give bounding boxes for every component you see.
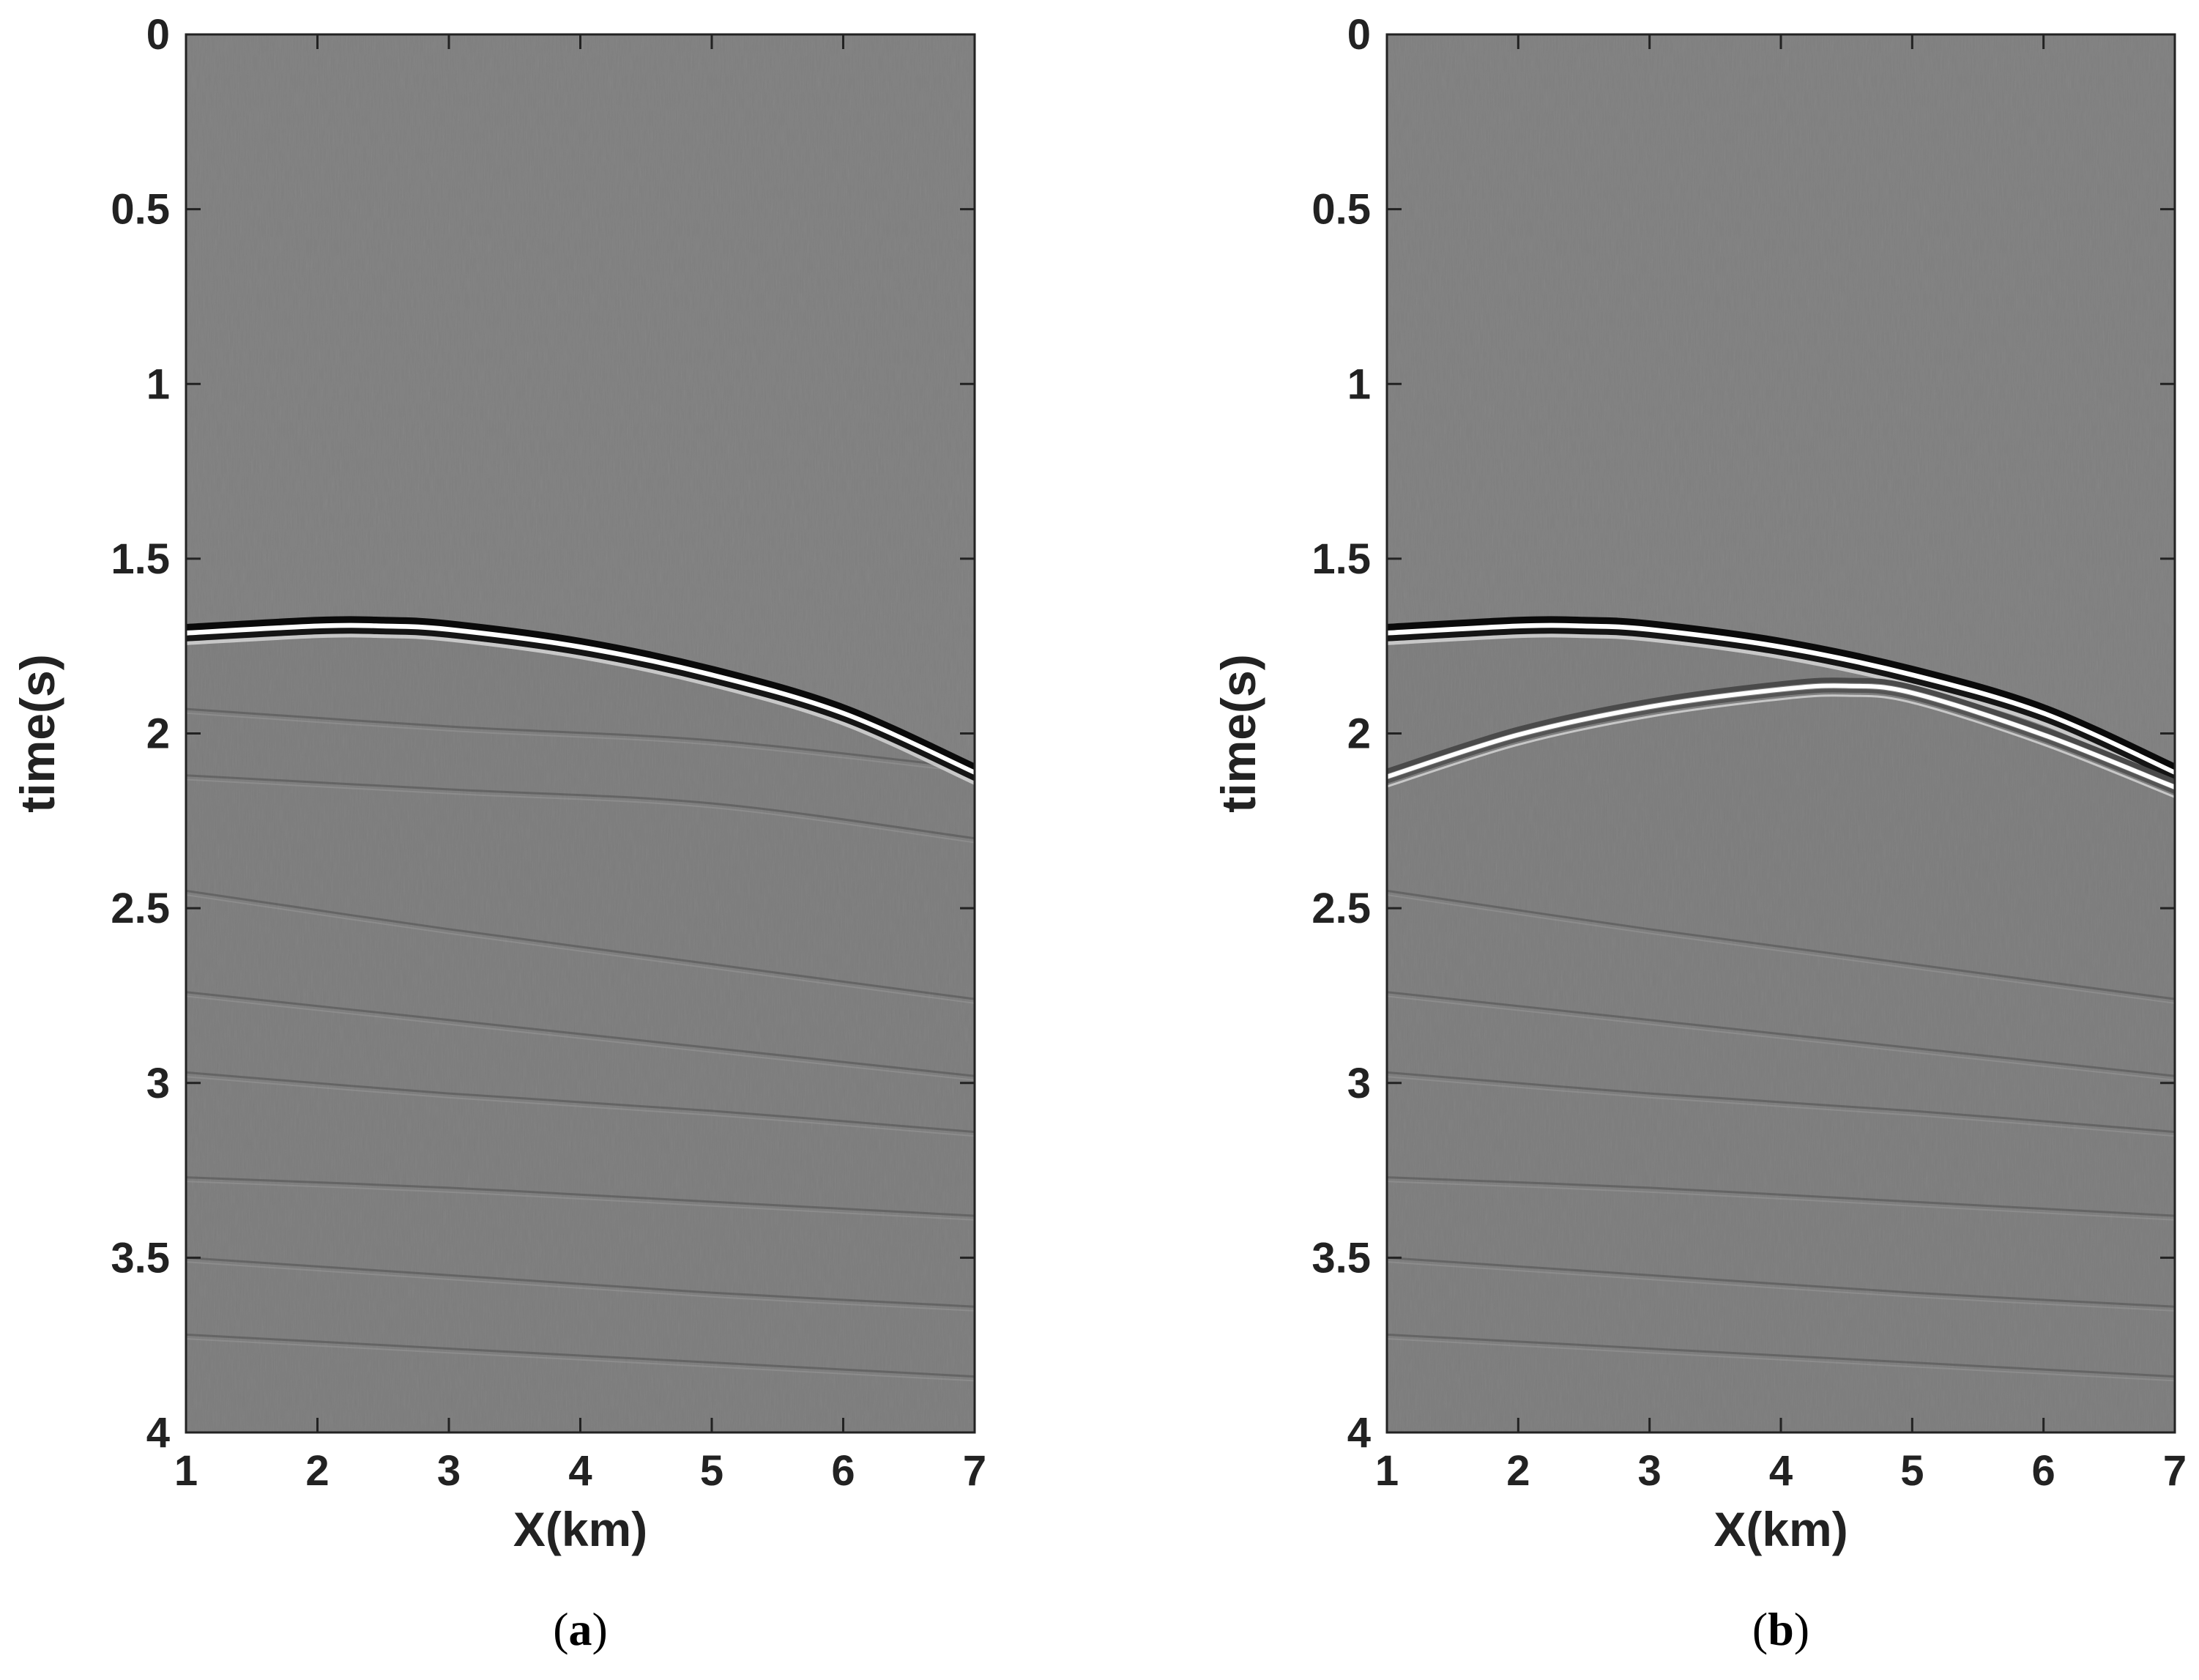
panel-a-direct-arrival-trough-2 (186, 628, 975, 781)
panel-b-xtick-label-2: 3 (1638, 1447, 1662, 1495)
panel-b-ytick-label-6: 3 (1347, 1060, 1371, 1107)
panel-a: 00.511.522.533.541 2 3 4 5 6 7X(km)time(s)(a) (10, 11, 986, 1655)
panel-b-ytick-label-7: 3.5 (1311, 1234, 1371, 1282)
panel-a-reflection-1 (186, 707, 975, 770)
panel-b-plot-area (1387, 34, 2175, 1432)
panel-a-ytick-label-5: 2.5 (111, 885, 170, 932)
panel-b-reflection-3-lobe (1387, 1076, 2175, 1137)
panel-b-ytick-label-3: 1.5 (1311, 535, 1371, 583)
panel-a-plot-area (186, 34, 975, 1432)
panel-b-secondary-arrival-trough-1 (1387, 677, 2175, 784)
panel-a-reflection-6 (186, 1176, 975, 1217)
panel-b-xtick-label-1: 2 (1506, 1447, 1530, 1495)
panel-b-xtick-label-3: 4 (1769, 1447, 1793, 1495)
panel-a-xtick-label-5: 6 (831, 1447, 855, 1495)
panel-a-ytick-label-8: 4 (146, 1409, 170, 1457)
panel-a-xtick-label-1: 2 (305, 1447, 329, 1495)
panel-b-caption: (b) (1752, 1603, 1809, 1655)
panel-a-direct-arrival-peak (186, 622, 975, 776)
panel-b-reflection-6 (1387, 1333, 2175, 1378)
panel-a-ytick-label-3: 1.5 (111, 535, 170, 583)
panel-b-ytick-label-0: 0 (1347, 11, 1371, 59)
panel-b-reflection-1-lobe (1387, 894, 2175, 1004)
panel-a-reflection-6-lobe (186, 1181, 975, 1221)
panel-b-reflection-1 (1387, 889, 2175, 1000)
panel-a-ytick-label-2: 1 (146, 360, 170, 408)
panel-a-xtick-label-2: 3 (437, 1447, 461, 1495)
panel-a-ylabel: time(s) (10, 654, 64, 812)
panel-a-direct-arrival-tail (186, 633, 975, 785)
panel-a-reflection-1-lobe (186, 712, 975, 773)
panel-b-xtick-label-6: 7 (2163, 1447, 2187, 1495)
panel-a-reflection-5-lobe (186, 1076, 975, 1137)
panel-b-secondary-arrival-tail (1387, 694, 2175, 798)
panel-a-reflection-4-lobe (186, 995, 975, 1081)
panel-a-xtick-label-4: 5 (700, 1447, 723, 1495)
panel-a-reflection-3 (186, 889, 975, 1000)
panel-b-reflection-2 (1387, 991, 2175, 1077)
panel-a-reflection-2 (186, 774, 975, 840)
panel-a-reflection-8-lobe (186, 1338, 975, 1382)
panel-b-xtick-label-4: 5 (1900, 1447, 1924, 1495)
panel-a-ytick-label-0: 0 (146, 11, 170, 59)
panel-b-ytick-label-1: 0.5 (1311, 186, 1371, 234)
panel-b-ylabel: time(s) (1211, 654, 1265, 812)
panel-b-direct-arrival-peak (1387, 622, 2175, 776)
panel-b-ytick-label-8: 4 (1347, 1409, 1371, 1457)
panel-a-xtick-label-3: 4 (568, 1447, 592, 1495)
panel-a-reflection-8 (186, 1333, 975, 1378)
panel-b-xtick-label-5: 6 (2032, 1447, 2055, 1495)
panel-a-ytick-label-7: 3.5 (111, 1234, 170, 1282)
panel-a-xtick-label-6: 7 (963, 1447, 986, 1495)
panel-a-direct-arrival-trough-1 (186, 616, 975, 772)
panel-a-caption: (a) (553, 1603, 608, 1655)
panel-a-xtick-label-0: 1 (174, 1447, 198, 1495)
panel-a-ytick-label-6: 3 (146, 1060, 170, 1107)
panel-b-direct-arrival-tail (1387, 633, 2175, 785)
panel-b-reflection-5-lobe (1387, 1261, 2175, 1312)
panel-a-reflection-2-lobe (186, 778, 975, 844)
panel-a-reflection-3-lobe (186, 894, 975, 1004)
panel-b-direct-arrival-trough-1 (1387, 616, 2175, 772)
panel-b: 00.511.522.533.541 2 3 4 5 6 7X(km)time(s)(b) (1211, 11, 2187, 1655)
panel-b-xlabel: X(km) (1714, 1502, 1848, 1556)
panel-b-xtick-label-0: 1 (1375, 1447, 1399, 1495)
panel-b-reflection-4 (1387, 1176, 2175, 1217)
panel-a-reflection-7 (186, 1256, 975, 1308)
panel-b-reflection-5 (1387, 1256, 2175, 1308)
panel-b-reflection-3 (1387, 1071, 2175, 1134)
panel-a-reflection-5 (186, 1071, 975, 1134)
panel-b-direct-arrival-trough-2 (1387, 628, 2175, 781)
panel-b-secondary-arrival-peak (1387, 683, 2175, 789)
panel-a-xlabel: X(km) (513, 1502, 647, 1556)
panel-b-ytick-label-2: 1 (1347, 360, 1371, 408)
panel-a-reflection-7-lobe (186, 1261, 975, 1312)
panel-a-ytick-label-4: 2 (146, 710, 170, 758)
panel-b-reflection-2-lobe (1387, 995, 2175, 1081)
panel-a-ytick-label-1: 0.5 (111, 186, 170, 234)
panel-b-ytick-label-5: 2.5 (1311, 885, 1371, 932)
panel-b-reflection-6-lobe (1387, 1338, 2175, 1382)
panel-b-reflection-4-lobe (1387, 1181, 2175, 1221)
panel-b-secondary-arrival-trough-2 (1387, 688, 2175, 795)
panel-b-ytick-label-4: 2 (1347, 710, 1371, 758)
panel-a-reflection-4 (186, 991, 975, 1077)
